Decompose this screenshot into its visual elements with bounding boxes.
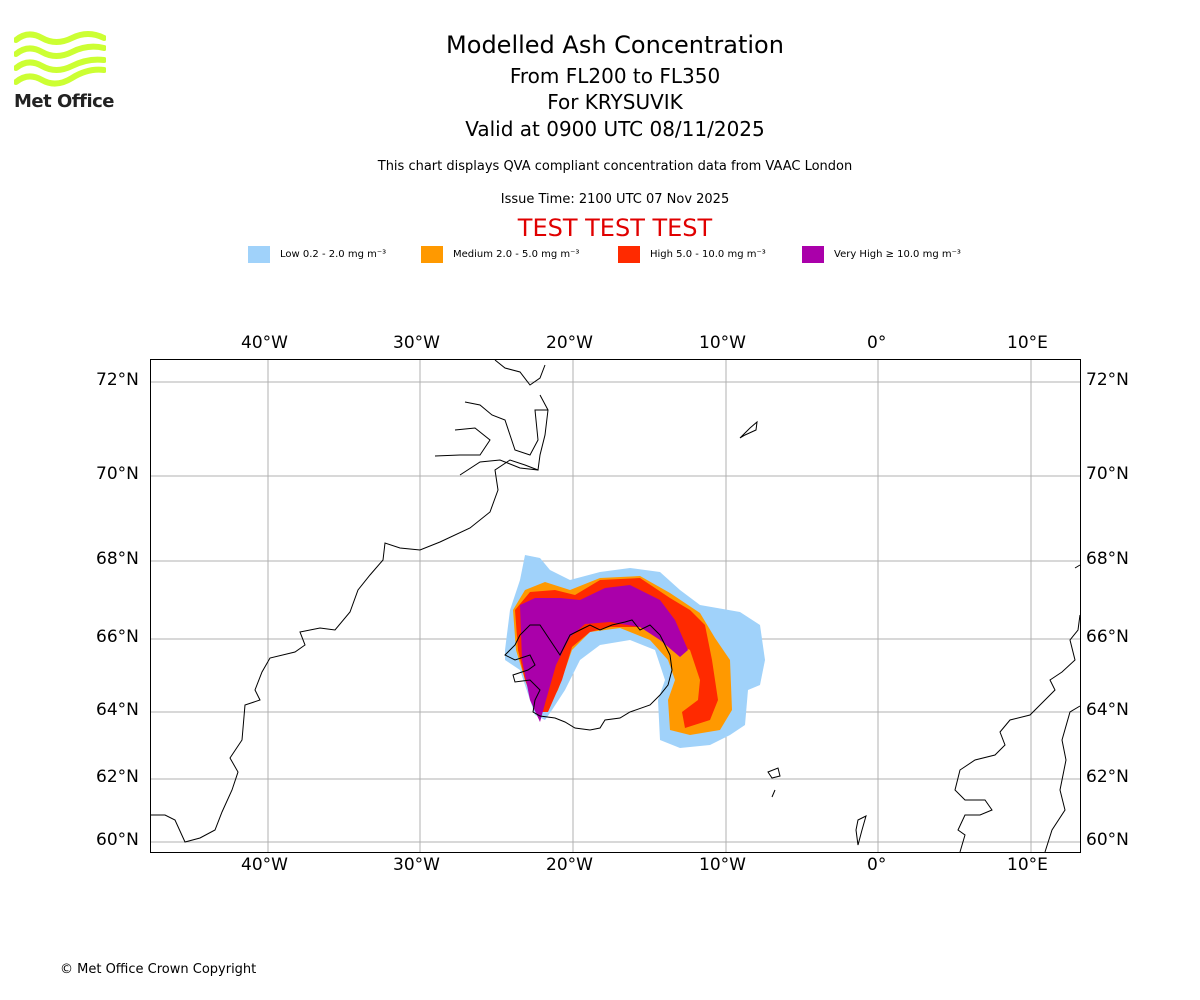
lat-label-left: 64°N	[96, 700, 139, 720]
met-office-logo	[14, 31, 106, 87]
logo-text: Met Office	[14, 91, 115, 112]
legend-swatch	[802, 245, 824, 263]
legend-swatch	[421, 245, 443, 263]
lat-label-left: 70°N	[96, 464, 139, 484]
map-frame	[150, 359, 1081, 853]
lat-label-left: 62°N	[96, 767, 139, 787]
lat-label-left: 72°N	[96, 370, 139, 390]
issue-time: Issue Time: 2100 UTC 07 Nov 2025	[500, 192, 730, 207]
lon-label-top: 10°W	[699, 333, 746, 353]
lat-label-left: 66°N	[96, 627, 139, 647]
legend-very-high: Very High ≥ 10.0 mg m⁻³	[802, 245, 961, 263]
legend-label: Low 0.2 - 2.0 mg m⁻³	[280, 248, 387, 260]
legend-medium: Medium 2.0 - 5.0 mg m⁻³	[421, 245, 579, 263]
copyright: © Met Office Crown Copyright	[60, 962, 257, 977]
coastline-jan-mayen	[739, 420, 758, 439]
valid-time: Valid at 0900 UTC 08/11/2025	[465, 117, 765, 141]
coastline-shetland	[855, 815, 867, 846]
legend-low: Low 0.2 - 2.0 mg m⁻³	[248, 245, 386, 263]
lat-label-right: 66°N	[1086, 627, 1129, 647]
lon-label-bottom: 30°W	[393, 855, 440, 875]
lat-label-left: 68°N	[96, 549, 139, 569]
lat-label-right: 72°N	[1086, 370, 1129, 390]
ash-very-high-area	[520, 585, 688, 722]
lon-label-bottom: 40°W	[241, 855, 288, 875]
legend-swatch	[618, 245, 640, 263]
lon-label-top: 40°W	[241, 333, 288, 353]
lat-label-right: 64°N	[1086, 700, 1129, 720]
coastline-faroe	[767, 767, 781, 798]
legend-label: Very High ≥ 10.0 mg m⁻³	[834, 248, 961, 260]
legend-label: High 5.0 - 10.0 mg m⁻³	[650, 248, 766, 260]
lat-label-right: 68°N	[1086, 549, 1129, 569]
coastline-norway	[954, 564, 1081, 853]
lon-label-top: 10°E	[1007, 333, 1048, 353]
lon-label-top: 0°	[867, 333, 887, 353]
lon-label-bottom: 10°W	[699, 855, 746, 875]
description: This chart displays QVA compliant concen…	[377, 159, 853, 174]
chart-title: Modelled Ash Concentration	[446, 31, 784, 59]
lon-label-bottom: 10°E	[1007, 855, 1048, 875]
lat-label-right: 70°N	[1086, 464, 1129, 484]
legend-swatch	[248, 245, 270, 263]
coastlines	[150, 359, 1081, 853]
lon-label-top: 20°W	[546, 333, 593, 353]
legend-high: High 5.0 - 10.0 mg m⁻³	[618, 245, 766, 263]
test-banner: TEST TEST TEST	[517, 214, 713, 242]
lon-label-bottom: 0°	[867, 855, 887, 875]
coastline-greenland-islands	[434, 401, 548, 476]
lon-label-bottom: 20°W	[546, 855, 593, 875]
coastline-iceland	[504, 619, 673, 731]
flight-levels: From FL200 to FL350	[509, 64, 721, 88]
legend-label: Medium 2.0 - 5.0 mg m⁻³	[453, 248, 580, 260]
volcano-name: For KRYSUVIK	[547, 90, 683, 114]
gridlines	[150, 359, 1080, 852]
lat-label-right: 60°N	[1086, 830, 1129, 850]
coastline-greenland	[150, 359, 549, 843]
lon-label-top: 30°W	[393, 333, 440, 353]
lat-label-right: 62°N	[1086, 767, 1129, 787]
lat-label-left: 60°N	[96, 830, 139, 850]
